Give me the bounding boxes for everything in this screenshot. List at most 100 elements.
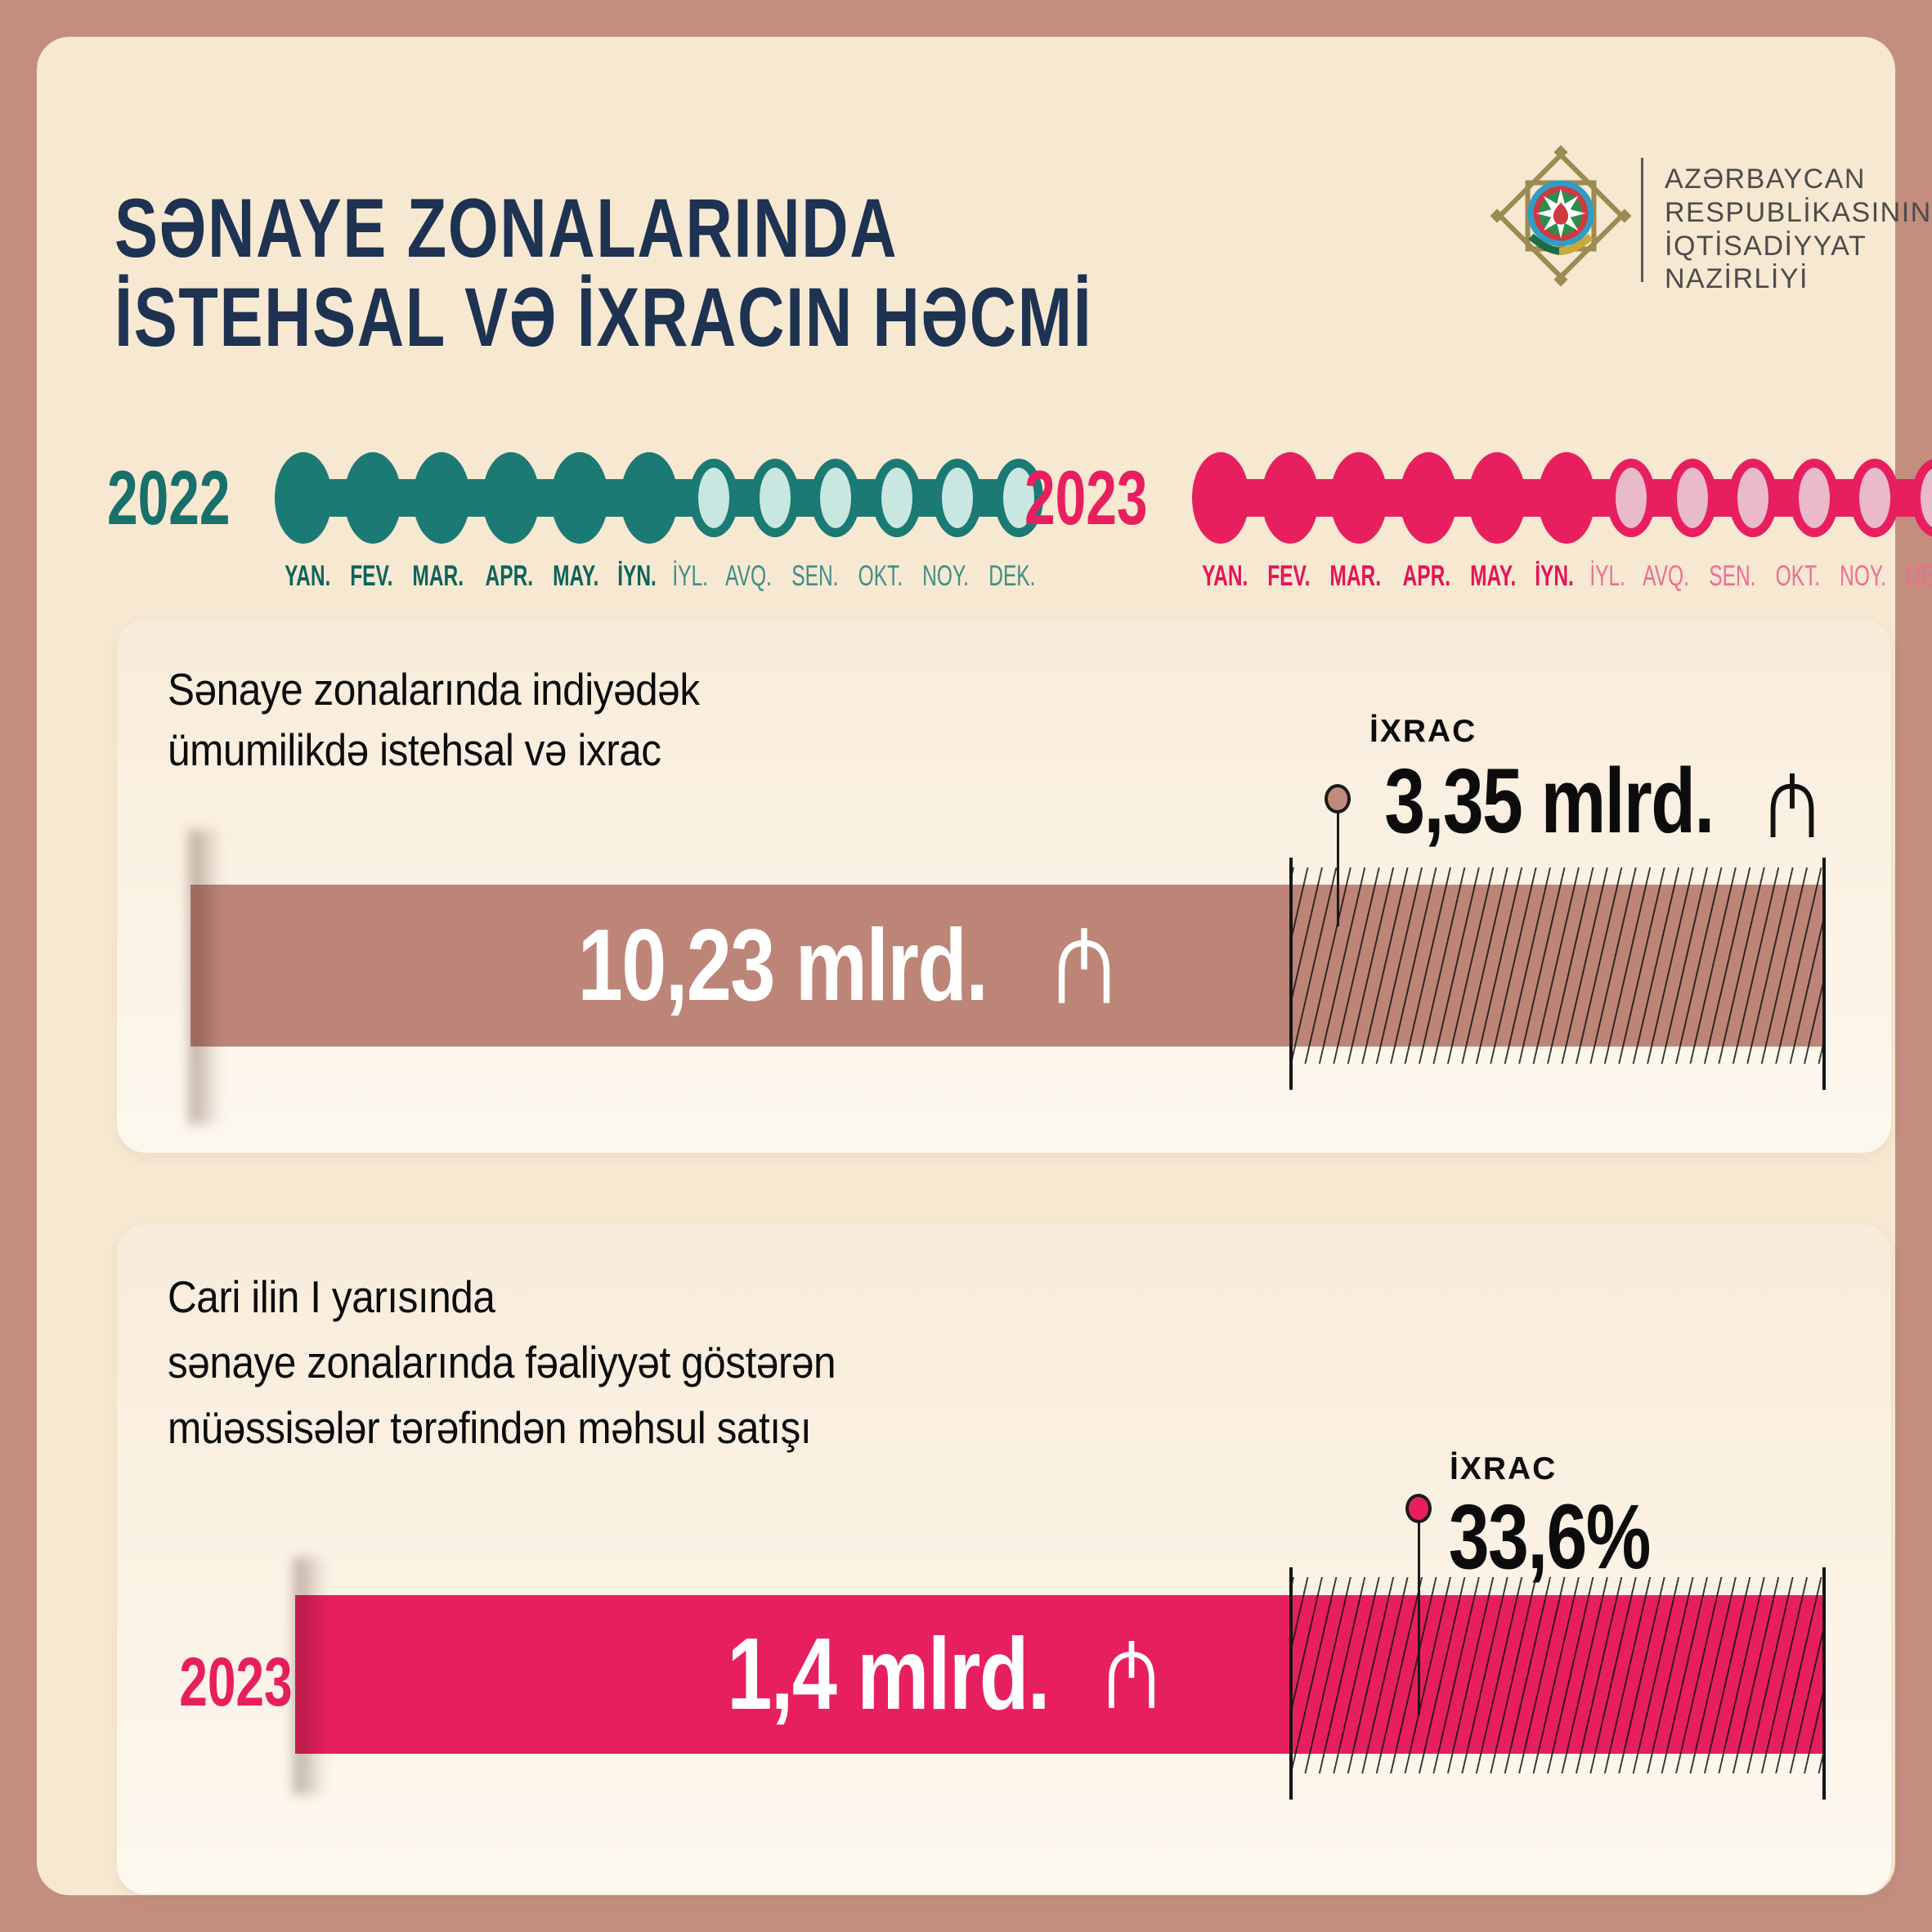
timeline-2023-year: 2023: [1024, 446, 1195, 550]
month-label: DEK.: [979, 560, 1046, 593]
month-dot: [413, 452, 471, 544]
month-label: AVQ.: [715, 560, 782, 593]
production-bar-value: 10,23 mlrd.: [191, 885, 1455, 1047]
month-dot: [343, 452, 401, 544]
month-dot: [1399, 452, 1457, 544]
month-label: NOY.: [1830, 560, 1896, 593]
month-label-text: İYN.: [616, 560, 657, 592]
ministry-name-line4: NAZİRLİYİ: [1665, 263, 1809, 295]
month-label-text: OKT.: [1775, 560, 1820, 592]
timeline-2022-dots: YAN. FEV. MAR. APR. MAY. İYN. İYL. AVQ. …: [275, 446, 1043, 592]
page-background: SƏNAYE ZONALARINDA İSTEHSAL VƏ İXRACIN H…: [37, 37, 1932, 1895]
export-label: İXRAC: [1369, 714, 1477, 750]
month-label-text: AVQ.: [1643, 560, 1689, 592]
export-label: İXRAC: [1450, 1451, 1557, 1487]
month-dot: [872, 459, 921, 537]
month-label-text: AVQ.: [725, 560, 772, 592]
month-dot: [275, 452, 333, 544]
month-dot: [1261, 452, 1319, 544]
month-label-text: MAY.: [553, 560, 599, 592]
timeline-2022: 2022 YAN. FEV. MAR. APR.: [107, 446, 1043, 592]
month-label-text: MAY.: [1470, 560, 1517, 592]
month-label: NOY.: [912, 560, 979, 593]
card1-title: Sənaye zonalarında indiyədək ümumilikdə …: [168, 660, 759, 780]
month-label: OKT.: [849, 560, 912, 593]
month-label-text: NOY.: [1839, 560, 1886, 592]
timeline-2023-dotrow: [1192, 446, 1932, 550]
timeline-2023-months: YAN. FEV. MAR. APR. MAY. İYN. İYL. AVQ. …: [1192, 560, 1932, 593]
page-title-line1: SƏNAYE ZONALARINDA: [114, 182, 899, 276]
month-label: OKT.: [1766, 560, 1830, 593]
export-value: 3,35 mlrd.: [1343, 748, 1822, 854]
month-label-text: APR.: [485, 560, 533, 592]
month-dot: [1728, 459, 1778, 537]
export-range-tick-right: [1822, 1567, 1826, 1800]
timeline-2022-months: YAN. FEV. MAR. APR. MAY. İYN. İYL. AVQ. …: [275, 560, 1043, 593]
month-dot: [1330, 452, 1388, 544]
month-dot: [1789, 459, 1839, 537]
month-label-text: İYN.: [1534, 560, 1574, 592]
month-label-text: YAN.: [285, 560, 331, 592]
month-label: FEV.: [1258, 560, 1320, 593]
ministry-name-line2: RESPUBLİKASININ: [1665, 196, 1932, 228]
timeline-2023-dots: YAN. FEV. MAR. APR. MAY. İYN. İYL. AVQ. …: [1192, 446, 1932, 592]
page-title: SƏNAYE ZONALARINDA İSTEHSAL VƏ İXRACIN H…: [114, 184, 1369, 362]
month-label: İYL.: [665, 560, 715, 593]
bar-year-text: 2023: [179, 1643, 293, 1720]
manat-icon: [1770, 773, 1814, 837]
export-value: 33,6%: [1423, 1484, 1675, 1589]
sales-bar-value: 1,4 mlrd.: [295, 1595, 1554, 1754]
export-hatch-overlay: [1293, 1577, 1822, 1773]
ministry-logo: AZƏRBAYCAN RESPUBLİKASININ İQTİSADİYYAT …: [1490, 141, 1932, 296]
month-label: FEV.: [341, 560, 402, 593]
month-dot: [1192, 452, 1250, 544]
export-pin-stem: [1337, 812, 1339, 926]
month-label: APR.: [1392, 560, 1461, 593]
month-label-text: OKT.: [858, 560, 903, 592]
month-label-text: APR.: [1402, 560, 1450, 592]
month-label: İYN.: [609, 560, 665, 593]
month-dot: [1667, 459, 1717, 537]
month-label-text: MAR.: [1329, 560, 1382, 592]
manat-icon: [1109, 1641, 1154, 1708]
card1-title-line2: ümumilikdə istehsal və ixrac: [168, 724, 661, 775]
month-label: YAN.: [1192, 560, 1257, 593]
month-label-text: NOY.: [921, 560, 969, 592]
month-label: MAR.: [401, 560, 474, 593]
month-label: YAN.: [275, 560, 340, 593]
timeline-2023: 2023 YAN. FEV. MAR. APR.: [1024, 446, 1932, 592]
month-label: SEN.: [782, 560, 849, 593]
logo-divider: [1641, 158, 1643, 282]
month-label-text: SEN.: [1709, 560, 1756, 592]
month-label: MAR.: [1319, 560, 1392, 593]
month-label-text: DEK.: [988, 560, 1036, 592]
month-dot: [750, 459, 800, 537]
export-hatch-overlay: [1293, 867, 1822, 1064]
month-dot: [1468, 452, 1526, 544]
month-dot: [1537, 452, 1595, 544]
export-range-tick-left: [1289, 1567, 1293, 1800]
month-label-text: FEV.: [349, 560, 392, 592]
page-title-line2: İSTEHSAL VƏ İXRACIN HƏCMİ: [114, 271, 1093, 365]
month-label-text: SEN.: [791, 560, 839, 592]
export-range-tick-left: [1289, 858, 1293, 1090]
export-pin-icon: [1405, 1494, 1432, 1523]
month-dot: [689, 459, 739, 537]
month-label-text: DEK.: [1905, 560, 1932, 592]
month-dot: [1850, 459, 1900, 537]
month-dot: [482, 452, 540, 544]
month-label-text: İYL.: [672, 560, 708, 592]
card2-title: Cari ilin I yarısında sənaye zonalarında…: [168, 1265, 910, 1460]
manat-icon: [1058, 928, 1110, 1003]
month-label: MAY.: [543, 560, 608, 593]
month-dot: [551, 452, 609, 544]
card2-title-line2: sənaye zonalarında fəaliyyət göstərən: [168, 1336, 836, 1387]
timeline-2022-dotrow: [275, 446, 1043, 550]
card-total-production: Sənaye zonalarında indiyədək ümumilikdə …: [117, 619, 1891, 1153]
month-label: İYN.: [1526, 560, 1582, 593]
card1-title-line1: Sənaye zonalarında indiyədək: [168, 664, 700, 715]
sales-value-text: 1,4 mlrd.: [727, 1618, 1050, 1731]
timeline-2022-year-text: 2022: [107, 455, 231, 540]
month-label: AVQ.: [1633, 560, 1699, 593]
